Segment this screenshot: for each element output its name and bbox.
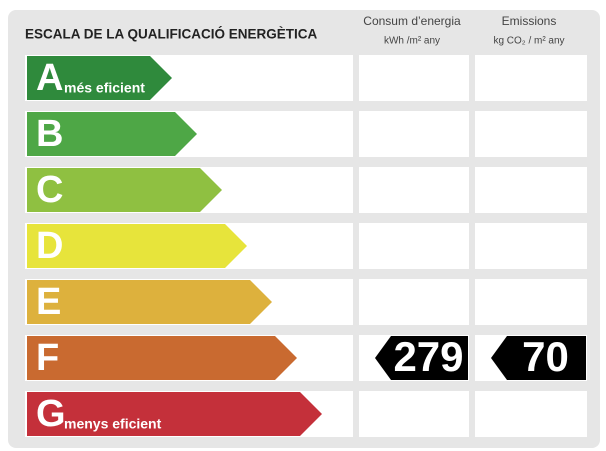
value-box xyxy=(359,391,469,437)
rating-arrow xyxy=(491,336,586,380)
class-arrow xyxy=(27,168,222,212)
value-box xyxy=(359,279,469,325)
class-arrow xyxy=(27,56,172,100)
class-letter: E xyxy=(36,281,61,323)
column-unit: kWh /m² any xyxy=(384,36,440,47)
class-arrow xyxy=(27,224,247,268)
value-box xyxy=(475,167,587,213)
rating-arrow xyxy=(375,336,468,380)
class-arrow xyxy=(27,392,322,436)
class-letter: G xyxy=(36,393,66,435)
value-box xyxy=(475,279,587,325)
class-arrow xyxy=(27,112,197,156)
class-label: més eficient xyxy=(64,80,145,96)
column-title: Consum d’energia xyxy=(363,14,461,28)
value-box xyxy=(359,111,469,157)
column-unit: kg CO₂ / m² any xyxy=(493,36,564,47)
value-box xyxy=(475,111,587,157)
class-letter: A xyxy=(36,57,63,99)
rating-value: 279 xyxy=(393,333,463,380)
class-letter: C xyxy=(36,169,63,211)
class-letter: D xyxy=(36,225,63,267)
class-letter: B xyxy=(36,113,63,155)
column-title: Emissions xyxy=(502,14,557,28)
class-arrow xyxy=(27,336,297,380)
label-title: ESCALA DE LA QUALIFICACIÓ ENERGÈTICA xyxy=(25,27,318,42)
value-box xyxy=(475,391,587,437)
value-box xyxy=(475,55,587,101)
class-arrow xyxy=(27,280,272,324)
class-letter: F xyxy=(36,337,59,379)
class-label: menys eficient xyxy=(64,416,162,432)
rating-value: 70 xyxy=(522,333,569,380)
value-box xyxy=(359,167,469,213)
value-box xyxy=(359,223,469,269)
value-box xyxy=(475,223,587,269)
value-box xyxy=(359,55,469,101)
